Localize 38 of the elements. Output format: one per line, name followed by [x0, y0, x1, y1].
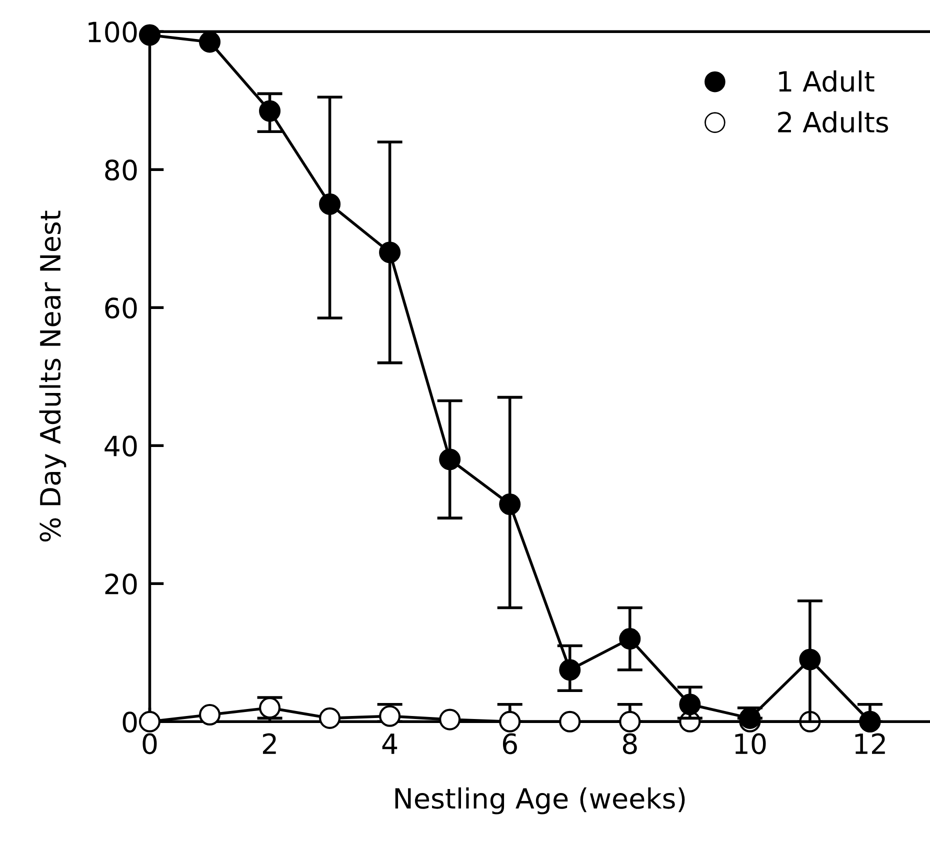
point [259, 100, 281, 122]
point [379, 242, 401, 264]
point [439, 448, 461, 470]
point [198, 704, 221, 726]
point [439, 708, 461, 730]
point [138, 710, 160, 732]
x-tick-label: 0 [142, 733, 157, 754]
y-tick-label: 20 [105, 574, 137, 595]
point [259, 697, 281, 719]
y-tick-label: 0 [122, 712, 137, 733]
point [198, 31, 221, 53]
y-tick-label: 40 [104, 436, 137, 457]
point [138, 24, 160, 46]
x-tick-label: 8 [622, 733, 637, 754]
x-tick-label: 4 [382, 734, 398, 754]
y-axis-title: % Day Adults Near Nest [39, 210, 66, 542]
point [559, 710, 581, 732]
point [379, 705, 401, 727]
y-tick-label: 60 [105, 298, 137, 319]
point [799, 648, 821, 670]
x-tick-label: 2 [262, 733, 276, 754]
point [319, 193, 341, 215]
point [619, 710, 641, 732]
point [679, 694, 701, 716]
y-tick-label: 100 [88, 22, 137, 43]
x-axis-title: Nestling Age (weeks) [395, 787, 685, 814]
x-tick-label: 12 [855, 733, 885, 754]
legend-label: 1 Adult [779, 70, 874, 92]
point [499, 494, 521, 516]
y-tick-label: 80 [105, 160, 137, 181]
point [559, 659, 581, 681]
point [319, 707, 341, 729]
point [739, 707, 761, 729]
x-tick-label: 6 [502, 733, 517, 754]
point [619, 628, 641, 650]
point [499, 710, 521, 732]
x-tick-label: 10 [735, 733, 766, 754]
legend-label: 2 Adults [778, 111, 888, 133]
